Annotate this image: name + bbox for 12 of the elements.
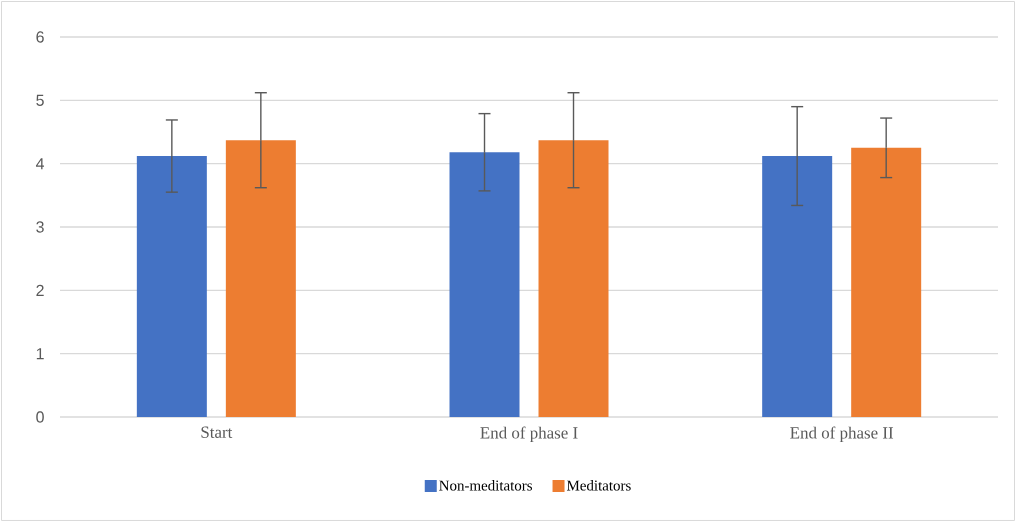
y-tick-label: 5 [36, 94, 44, 106]
y-tick-label: 4 [35, 158, 45, 170]
y-tick-label: 2 [36, 284, 44, 296]
y-tick-label: 3 [36, 221, 44, 233]
x-tick-label: Start [201, 426, 233, 438]
x-tick-label: End of phase II [790, 426, 894, 443]
legend-label: Non-meditators [439, 480, 532, 491]
y-tick-label: 1 [36, 348, 44, 360]
x-tick-label: End of phase I [480, 426, 578, 443]
legend-label: Meditators [566, 480, 631, 491]
y-tick-label: 6 [36, 31, 44, 43]
y-tick-label: 0 [36, 411, 44, 423]
